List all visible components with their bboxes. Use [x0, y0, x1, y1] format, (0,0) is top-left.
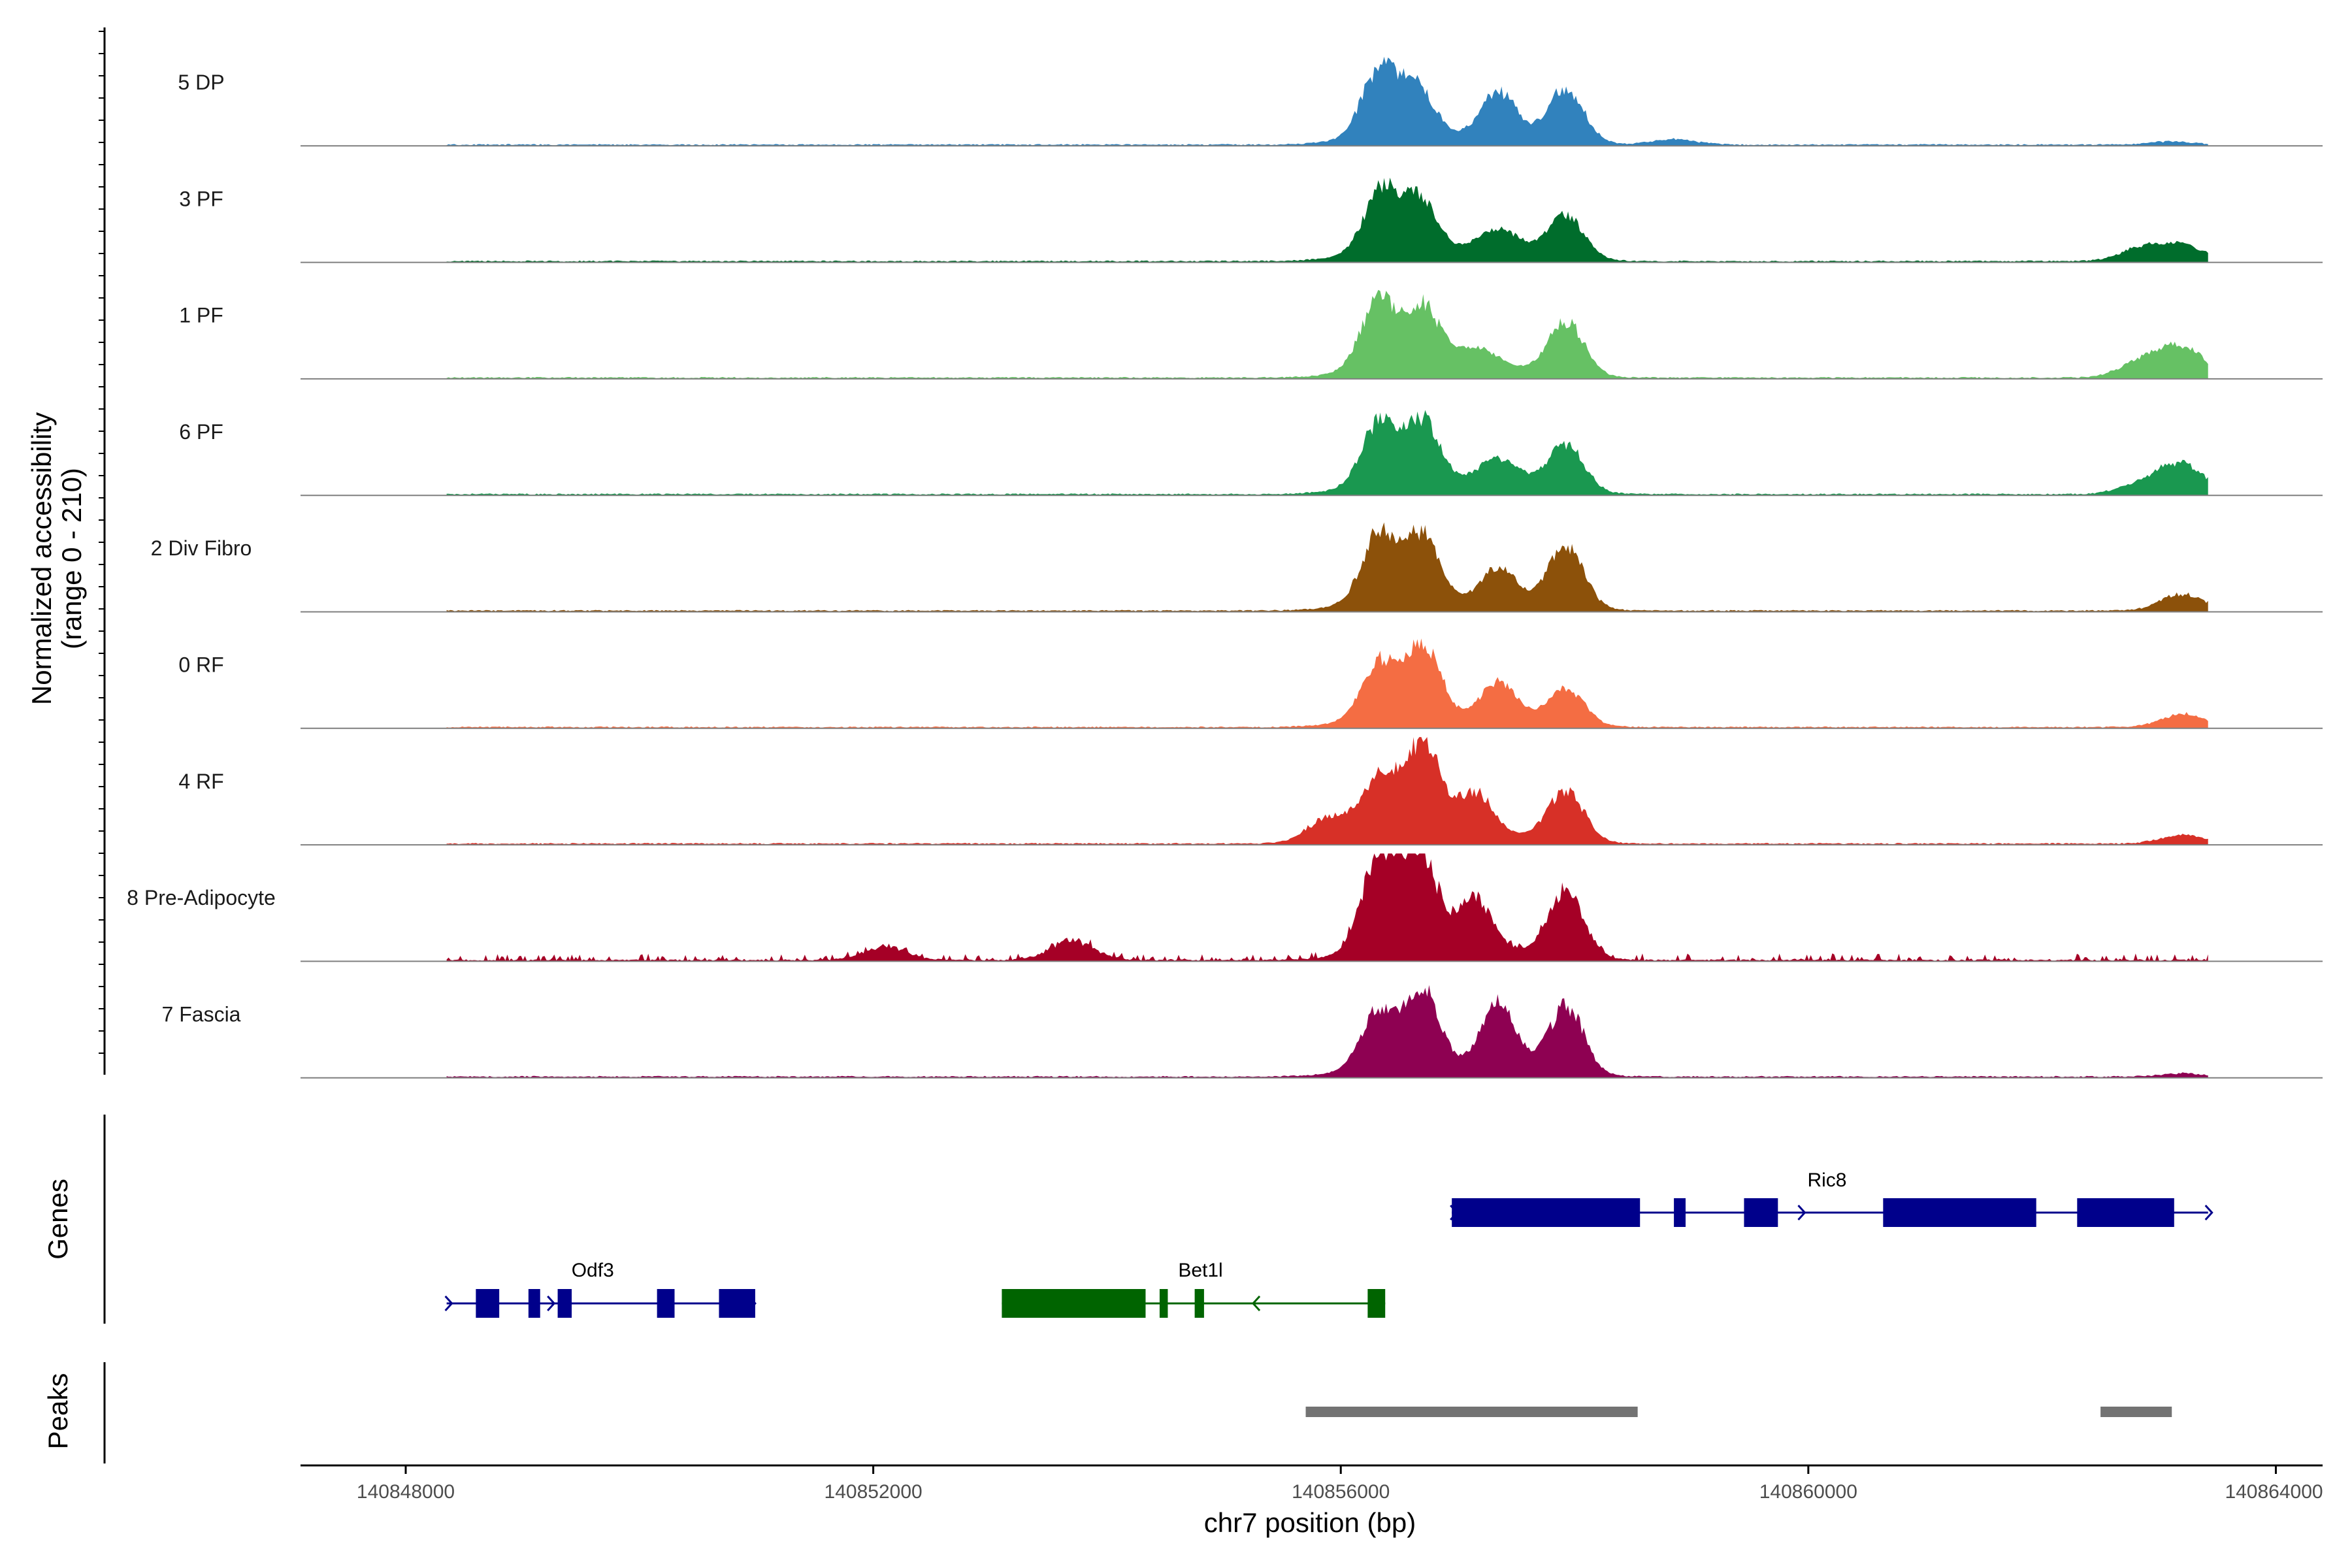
coverage-area: [446, 56, 2208, 146]
coverage-area: [446, 985, 2208, 1078]
x-axis-ticks: 140848000 140852000 140856000 140860000 1408…: [357, 1465, 2323, 1503]
coverage-track: 1 PF: [179, 289, 2323, 380]
y-axis-title: Normalized accessibility (range 0 - 210): [26, 412, 87, 705]
gene-exon: [528, 1289, 540, 1318]
gene-model: Bet1l: [1002, 1260, 1386, 1318]
peak-region: [2100, 1407, 2172, 1417]
gene-exon: [2077, 1198, 2174, 1227]
peak-region: [1305, 1407, 1638, 1417]
gene-label: Odf3: [572, 1260, 614, 1281]
coverage-y-minor-ticks: [99, 31, 105, 1054]
coverage-track: 6 PF: [179, 410, 2323, 497]
strand-arrow: [1797, 1204, 1806, 1221]
gene-exon: [719, 1289, 755, 1318]
strand-arrow: [547, 1295, 556, 1312]
coverage-area: [446, 177, 2208, 263]
genes-panel-label: Genes: [42, 1179, 73, 1260]
strand-arrow: [2204, 1204, 2213, 1221]
x-axis-title: chr7 position (bp): [1204, 1507, 1416, 1538]
track-label: 2 Div Fibro: [151, 536, 252, 560]
track-label: 8 Pre-Adipocyte: [127, 886, 276, 909]
y-axis-title-line2: (range 0 - 210): [56, 468, 87, 649]
gene-exon: [1367, 1289, 1386, 1318]
strand-arrow: [1252, 1295, 1261, 1312]
coverage-track: 2 Div Fibro: [151, 522, 2323, 613]
coverage-area: [446, 522, 2208, 612]
strand-arrow: [444, 1295, 453, 1312]
x-tick-label: 140864000: [2225, 1481, 2323, 1503]
gene-label: Bet1l: [1178, 1260, 1222, 1281]
gene-exon: [476, 1289, 500, 1318]
track-label: 1 PF: [179, 304, 223, 327]
gene-model: Ric8: [1450, 1169, 2213, 1227]
track-label: 7 Fascia: [162, 1002, 241, 1026]
track-label: 3 PF: [179, 187, 223, 210]
x-tick-label: 140852000: [825, 1481, 923, 1503]
coverage-area: [446, 737, 2208, 845]
gene-exon: [1674, 1198, 1686, 1227]
x-tick-label: 140848000: [357, 1481, 455, 1503]
peak-track: [1305, 1407, 2172, 1417]
coverage-tracks: 5 DP 3 PF 1 PF 6 PF 2 Div Fibro 0 RF 4 RF 8 Pre…: [127, 56, 2323, 1079]
coverage-area: [446, 410, 2208, 496]
gene-exon: [557, 1289, 572, 1318]
gene-track: Odf3 Bet1l Ric8: [444, 1169, 2213, 1318]
coverage-track: 7 Fascia: [162, 985, 2323, 1079]
track-label: 5 DP: [178, 71, 224, 94]
track-label: 0 RF: [178, 653, 223, 677]
gene-exon: [657, 1289, 675, 1318]
track-label: 6 PF: [179, 420, 223, 444]
coverage-track: 8 Pre-Adipocyte: [127, 853, 2323, 962]
coverage-area: [446, 638, 2208, 728]
gene-exon: [1194, 1289, 1204, 1318]
track-label: 4 RF: [178, 770, 223, 793]
coverage-track: 4 RF: [178, 737, 2323, 846]
y-axis-title-line1: Normalized accessibility: [26, 412, 57, 705]
peaks-panel-label: Peaks: [42, 1373, 73, 1450]
x-tick-label: 140860000: [1759, 1481, 1857, 1503]
coverage-area: [446, 853, 2208, 962]
coverage-track: 5 DP: [178, 56, 2323, 147]
gene-exon: [1883, 1198, 2036, 1227]
x-tick-label: 140856000: [1292, 1481, 1390, 1503]
gene-exon: [1159, 1289, 1168, 1318]
gene-exon: [1452, 1198, 1641, 1227]
coverage-track: 3 PF: [179, 177, 2323, 263]
gene-model: Odf3: [444, 1260, 757, 1318]
coverage-area: [446, 289, 2208, 379]
gene-exon: [1002, 1289, 1146, 1318]
gene-label: Ric8: [1807, 1169, 1846, 1191]
coverage-track: 0 RF: [178, 638, 2323, 729]
gene-exon: [1744, 1198, 1778, 1227]
